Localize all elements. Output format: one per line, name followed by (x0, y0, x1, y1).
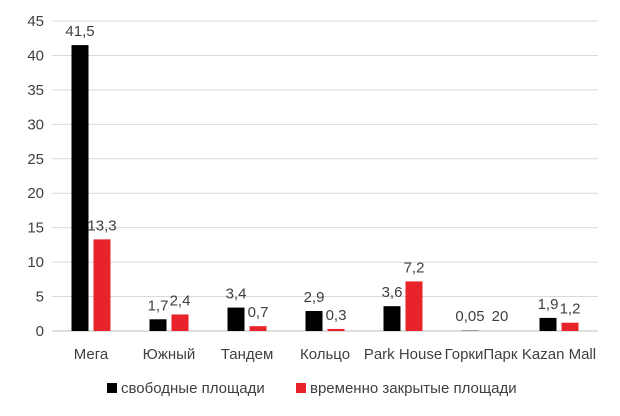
data-label: 0,3 (326, 307, 347, 324)
bar-free (71, 45, 89, 331)
data-label: 1,2 (560, 301, 581, 318)
data-label: 7,2 (404, 259, 425, 276)
legend: свободные площади временно закрытые площа… (107, 380, 517, 397)
bar-closed (249, 326, 267, 331)
legend-swatch (296, 383, 306, 393)
y-tick-label: 20 (27, 185, 44, 202)
gridlines (52, 20, 598, 332)
y-tick-label: 30 (27, 116, 44, 133)
legend-label: временно закрытые площади (310, 380, 517, 397)
x-tick-label: Park House (364, 346, 442, 363)
bar-free (383, 306, 401, 331)
bar-closed (327, 328, 345, 331)
bar-closed (405, 281, 423, 331)
x-tick-label: Kazan Mall (522, 346, 596, 363)
bars (71, 45, 579, 331)
data-label: 3,6 (382, 284, 403, 301)
x-tick-label: Тандем (221, 346, 274, 363)
data-label: 0,7 (248, 304, 269, 321)
y-tick-label: 10 (27, 254, 44, 271)
bar-closed (171, 314, 189, 331)
bar-closed (93, 239, 111, 331)
bar-free (305, 311, 323, 331)
y-tick-label: 5 (36, 289, 44, 306)
data-label: 3,4 (226, 286, 247, 303)
y-axis-ticks: 0 5 10 15 20 25 30 35 40 45 (27, 13, 44, 340)
data-label: 41,5 (65, 23, 94, 40)
data-label: 1,9 (538, 296, 559, 313)
y-tick-label: 25 (27, 151, 44, 168)
bar-free (227, 307, 245, 331)
data-label: 1,7 (148, 297, 169, 314)
y-tick-label: 0 (36, 323, 44, 340)
data-label: 2,9 (304, 289, 325, 306)
data-label: 20 (492, 308, 509, 325)
data-label: 13,3 (87, 217, 116, 234)
x-tick-label: Южный (143, 346, 196, 363)
legend-label: свободные площади (121, 380, 265, 397)
data-label: 0,05 (455, 308, 484, 325)
y-tick-label: 35 (27, 82, 44, 99)
y-tick-label: 40 (27, 47, 44, 64)
x-axis-labels: Мега Южный Тандем Кольцо Park House ГоркиПарк… (74, 346, 596, 363)
bar-free (539, 317, 557, 331)
data-labels: 41,5 13,3 1,7 2,4 3,40,7 2,90,3 3,67,2 0,05 20 1,… (65, 23, 580, 325)
legend-swatch (107, 383, 117, 393)
bar-free (149, 319, 167, 331)
y-tick-label: 45 (27, 13, 44, 30)
bar-closed (561, 322, 579, 331)
x-tick-label: Мега (74, 346, 109, 363)
data-label: 2,4 (170, 292, 191, 309)
y-tick-label: 15 (27, 220, 44, 237)
x-tick-label: Кольцо (300, 346, 350, 363)
x-tick-label: ГоркиПарк (445, 346, 518, 363)
